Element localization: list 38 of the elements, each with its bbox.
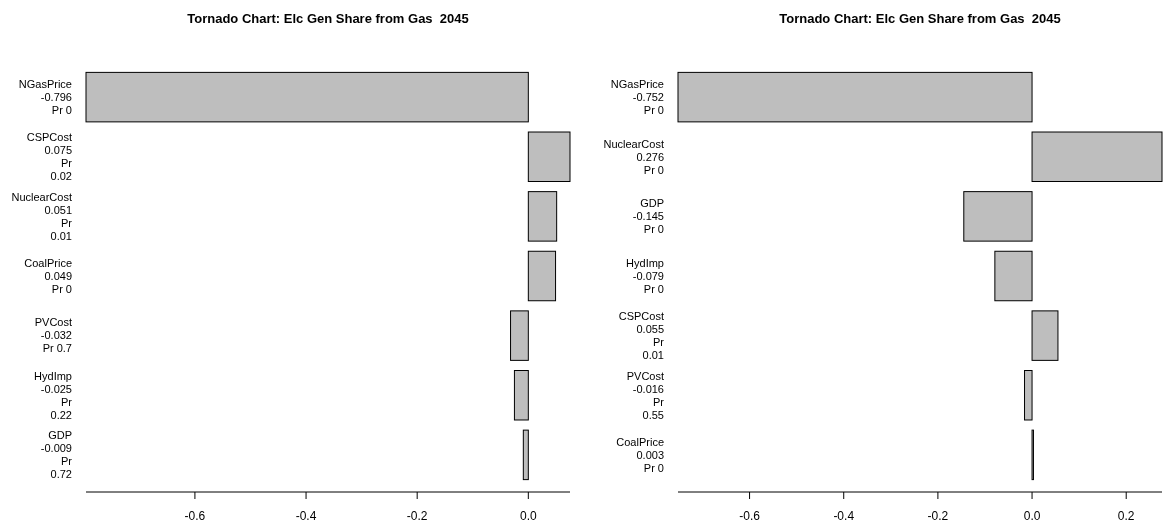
category-label: GDP -0.009 Pr 0.72 <box>40 429 72 481</box>
x-tick-label: -0.6 <box>184 509 206 523</box>
x-tick-label: -0.4 <box>833 509 855 523</box>
chart-title: Tornado Chart: Elc Gen Share from Gas 2045 <box>779 11 1061 26</box>
bar <box>677 71 1033 123</box>
chart-title: Tornado Chart: Elc Gen Share from Gas 2045 <box>187 11 469 26</box>
bar <box>522 429 529 481</box>
x-tick-label: -0.2 <box>927 509 949 523</box>
bar <box>527 250 557 302</box>
bar <box>85 71 529 123</box>
category-label: CSPCost 0.075 Pr 0.02 <box>26 131 72 183</box>
category-label: CSPCost 0.055 Pr 0.01 <box>618 309 664 361</box>
x-tick-label: -0.2 <box>406 509 428 523</box>
x-tick-label: 0.0 <box>1023 509 1041 523</box>
category-label: CoalPrice 0.003 Pr 0 <box>616 435 664 474</box>
bar <box>1031 131 1163 182</box>
bar <box>527 131 571 182</box>
category-label: NGasPrice -0.752 Pr 0 <box>610 77 664 116</box>
bar <box>513 370 529 421</box>
x-tick-label: 0.0 <box>519 509 537 523</box>
x-tick-label: -0.6 <box>739 509 761 523</box>
category-label: NuclearCost 0.051 Pr 0.01 <box>11 190 72 242</box>
category-label: NuclearCost 0.276 Pr 0 <box>603 137 664 176</box>
category-label: PVCost -0.032 Pr 0.7 <box>34 316 72 355</box>
category-label: PVCost -0.016 Pr 0.55 <box>626 369 664 421</box>
x-tick-label: 0.2 <box>1117 509 1135 523</box>
bar <box>963 191 1033 242</box>
category-label: GDP -0.145 Pr 0 <box>632 197 664 236</box>
bar <box>1031 310 1059 361</box>
category-label: HydImp -0.025 Pr 0.22 <box>34 369 72 421</box>
category-label: CoalPrice 0.049 Pr 0 <box>24 256 72 295</box>
category-label: HydImp -0.079 Pr 0 <box>626 256 664 295</box>
bar <box>527 191 558 242</box>
bar <box>994 250 1033 302</box>
x-tick-label: -0.4 <box>295 509 317 523</box>
bar <box>1024 370 1033 421</box>
category-label: NGasPrice -0.796 Pr 0 <box>18 77 72 116</box>
bar <box>510 310 529 361</box>
